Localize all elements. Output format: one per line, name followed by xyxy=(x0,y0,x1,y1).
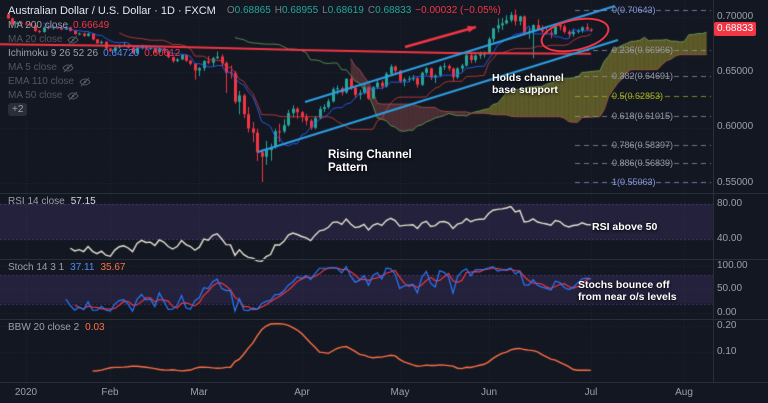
price-tick: 0.65000 xyxy=(717,66,754,77)
fib-label-5: 0.786(0.58397) xyxy=(612,140,674,151)
price-tick: 0.70000 xyxy=(717,11,754,22)
open-value: 0.68865 xyxy=(234,5,271,16)
last-price-badge: 0.68833 xyxy=(714,22,757,36)
rsi-label: RSI 14 close xyxy=(8,196,65,207)
stoch-axis-tick: 0.00 xyxy=(717,307,737,318)
annotation-line: RSI above 50 xyxy=(592,221,658,233)
rsi-axis-tick: 40.00 xyxy=(717,233,743,244)
rsi-legend[interactable]: RSI 14 close 57.15 xyxy=(8,196,96,207)
fib-label-2: 0.382(0.64691) xyxy=(612,70,674,81)
symbol-title: Australian Dollar / U.S. Dollar · 1D · F… xyxy=(8,4,216,17)
low-label: L xyxy=(322,5,328,16)
bbw-legend[interactable]: BBW 20 close 2 0.03 xyxy=(8,322,105,333)
symbol-row[interactable]: Australian Dollar / U.S. Dollar · 1D · F… xyxy=(8,3,501,18)
time-tick: May xyxy=(390,387,410,398)
high-label: H xyxy=(274,5,282,16)
stoch-axis-tick: 100.00 xyxy=(717,260,748,271)
ichimoku-senkou-a-value: 0.64720 xyxy=(103,48,140,59)
time-tick: Apr xyxy=(294,387,310,398)
time-tick: Mar xyxy=(190,387,208,398)
eye-hidden-icon[interactable] xyxy=(79,76,91,88)
ma50-label: MA 50 close xyxy=(8,90,63,101)
legend-more[interactable]: +2 xyxy=(8,103,501,116)
main-legend: Australian Dollar / U.S. Dollar · 1D · F… xyxy=(8,3,501,117)
stoch-label: Stoch 14 3 1 xyxy=(8,262,65,273)
time-axis[interactable]: 2020 Feb Mar Apr May Jun Jul Aug xyxy=(0,383,768,403)
legend-ma50[interactable]: MA 50 close xyxy=(8,89,501,102)
time-tick: Aug xyxy=(675,387,693,398)
ema110-label: EMA 110 close xyxy=(8,76,74,87)
ichimoku-label: Ichimoku 9 26 52 26 xyxy=(8,48,99,59)
rising-channel-annotation[interactable]: Rising Channel Pattern xyxy=(328,149,412,175)
change-value: −0.00032 (−0.05%) xyxy=(415,5,501,16)
low-value: 0.68619 xyxy=(327,5,364,16)
legend-ma200[interactable]: MA 200 close 0.66649 xyxy=(8,19,501,32)
legend-ma5[interactable]: MA 5 close xyxy=(8,61,501,74)
annotation-line: Rising Channel xyxy=(328,149,412,161)
time-tick: Jun xyxy=(480,387,498,398)
stoch-legend[interactable]: Stoch 14 3 1 37.11 35.67 xyxy=(8,262,125,273)
annotation-line: Stochs bounce off xyxy=(578,279,670,291)
pane-separator[interactable] xyxy=(0,259,768,260)
bbw-axis-tick: 0.10 xyxy=(717,346,737,357)
fib-label-7: 1(0.55063) xyxy=(612,177,656,188)
stoch-k-value: 37.11 xyxy=(70,262,95,273)
annotation-line: base support xyxy=(492,84,558,96)
high-value: 0.68955 xyxy=(282,5,319,16)
legend-ichimoku[interactable]: Ichimoku 9 26 52 26 0.64720 0.60612 xyxy=(8,47,501,60)
legend-ema110[interactable]: EMA 110 close xyxy=(8,75,501,88)
stoch-d-value: 35.67 xyxy=(100,262,126,273)
ichimoku-senkou-b-value: 0.60612 xyxy=(144,48,181,59)
channel-support-annotation[interactable]: Holds channel base support xyxy=(492,72,564,96)
bbw-axis-tick: 0.20 xyxy=(717,320,737,331)
open-label: O xyxy=(226,5,235,16)
legend-ma20[interactable]: MA 20 close xyxy=(8,33,501,46)
close-value: 0.68833 xyxy=(375,5,412,16)
price-tick: 0.55000 xyxy=(717,177,754,188)
annotation-line: from near o/s levels xyxy=(578,291,677,303)
pane-separator[interactable] xyxy=(0,319,768,320)
stoch-axis-tick: 50.00 xyxy=(717,283,743,294)
rsi-annotation[interactable]: RSI above 50 xyxy=(592,221,657,233)
eye-hidden-icon[interactable] xyxy=(62,62,74,74)
eye-hidden-icon[interactable] xyxy=(67,34,80,46)
close-label: C xyxy=(367,5,376,16)
bbw-label: BBW 20 close 2 xyxy=(8,322,80,333)
fib-label-6: 0.886(0.56839) xyxy=(612,157,674,168)
price-axis[interactable]: 0.70000 0.65000 0.60000 0.55000 0.68833 … xyxy=(714,0,768,382)
rsi-axis-tick: 80.00 xyxy=(717,198,743,209)
fib-label-1: 0.236(0.66966) xyxy=(612,45,674,56)
ma20-label: MA 20 close xyxy=(8,34,63,45)
rsi-value: 57.15 xyxy=(70,196,96,207)
ma200-value: 0.66649 xyxy=(73,20,110,31)
ma200-label: MA 200 close xyxy=(8,20,69,31)
ohlc-values: O 0.68865 H 0.68955 L 0.68619 C 0.68833 −0.0… xyxy=(227,5,501,16)
time-tick: Feb xyxy=(101,387,119,398)
more-indicators-badge[interactable]: +2 xyxy=(8,103,28,116)
stoch-annotation[interactable]: Stochs bounce off from near o/s levels xyxy=(578,279,677,303)
ma5-label: MA 5 close xyxy=(8,62,57,73)
price-tick: 0.60000 xyxy=(717,121,754,132)
time-axis-separator xyxy=(0,382,768,383)
fib-label-4: 0.618(0.61015) xyxy=(612,111,674,122)
fib-label-0: 0(0.70643) xyxy=(612,4,656,15)
time-tick: 2020 xyxy=(14,387,38,398)
annotation-line: Holds channel xyxy=(492,72,564,84)
time-tick: Jul xyxy=(584,387,598,398)
fib-label-3: 0.5(0.62853) xyxy=(612,90,664,101)
price-axis-separator xyxy=(713,0,714,382)
bbw-value: 0.03 xyxy=(85,322,105,333)
annotation-line: Pattern xyxy=(328,162,368,174)
pane-separator[interactable] xyxy=(0,193,768,194)
eye-hidden-icon[interactable] xyxy=(67,90,80,102)
